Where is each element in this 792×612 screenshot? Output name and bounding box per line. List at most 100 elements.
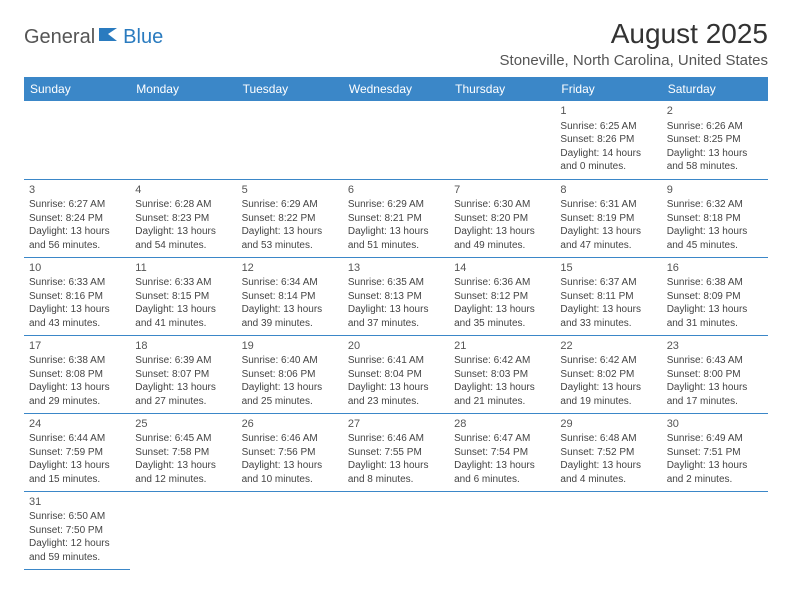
day-detail: and 0 minutes. bbox=[560, 160, 656, 174]
day-number: 18 bbox=[135, 339, 231, 354]
day-detail: Sunrise: 6:47 AM bbox=[454, 432, 550, 446]
day-detail: Daylight: 13 hours bbox=[560, 303, 656, 317]
day-detail: and 49 minutes. bbox=[454, 239, 550, 253]
calendar-cell: 27Sunrise: 6:46 AMSunset: 7:55 PMDayligh… bbox=[343, 413, 449, 491]
day-detail: Sunrise: 6:45 AM bbox=[135, 432, 231, 446]
calendar-cell: 4Sunrise: 6:28 AMSunset: 8:23 PMDaylight… bbox=[130, 179, 236, 257]
day-detail: Sunrise: 6:48 AM bbox=[560, 432, 656, 446]
day-detail: Daylight: 13 hours bbox=[454, 381, 550, 395]
day-detail: Sunset: 8:23 PM bbox=[135, 212, 231, 226]
day-detail: Sunrise: 6:42 AM bbox=[454, 354, 550, 368]
day-detail: Daylight: 13 hours bbox=[242, 303, 338, 317]
calendar-cell: 24Sunrise: 6:44 AMSunset: 7:59 PMDayligh… bbox=[24, 413, 130, 491]
day-detail: Sunrise: 6:31 AM bbox=[560, 198, 656, 212]
day-detail: and 19 minutes. bbox=[560, 395, 656, 409]
day-detail: Sunset: 8:04 PM bbox=[348, 368, 444, 382]
calendar-cell-empty bbox=[24, 101, 130, 179]
day-detail: Sunrise: 6:36 AM bbox=[454, 276, 550, 290]
calendar-cell-empty bbox=[130, 101, 236, 179]
calendar-cell: 14Sunrise: 6:36 AMSunset: 8:12 PMDayligh… bbox=[449, 257, 555, 335]
day-detail: and 39 minutes. bbox=[242, 317, 338, 331]
day-detail: Sunrise: 6:34 AM bbox=[242, 276, 338, 290]
day-detail: Sunset: 7:58 PM bbox=[135, 446, 231, 460]
day-detail: Sunset: 8:20 PM bbox=[454, 212, 550, 226]
calendar-cell: 17Sunrise: 6:38 AMSunset: 8:08 PMDayligh… bbox=[24, 335, 130, 413]
day-detail: Daylight: 13 hours bbox=[454, 225, 550, 239]
day-detail: Sunrise: 6:29 AM bbox=[348, 198, 444, 212]
calendar-cell: 6Sunrise: 6:29 AMSunset: 8:21 PMDaylight… bbox=[343, 179, 449, 257]
day-number: 16 bbox=[667, 261, 763, 276]
calendar-cell-empty bbox=[343, 491, 449, 569]
day-number: 14 bbox=[454, 261, 550, 276]
day-detail: Daylight: 13 hours bbox=[667, 303, 763, 317]
day-detail: Daylight: 13 hours bbox=[348, 225, 444, 239]
calendar-cell-empty bbox=[130, 491, 236, 569]
day-detail: Daylight: 13 hours bbox=[135, 459, 231, 473]
day-number: 9 bbox=[667, 183, 763, 198]
calendar-cell: 13Sunrise: 6:35 AMSunset: 8:13 PMDayligh… bbox=[343, 257, 449, 335]
day-detail: Sunset: 7:55 PM bbox=[348, 446, 444, 460]
calendar-row: 10Sunrise: 6:33 AMSunset: 8:16 PMDayligh… bbox=[24, 257, 768, 335]
day-number: 5 bbox=[242, 183, 338, 198]
day-detail: and 54 minutes. bbox=[135, 239, 231, 253]
day-detail: Sunrise: 6:40 AM bbox=[242, 354, 338, 368]
calendar-row: 17Sunrise: 6:38 AMSunset: 8:08 PMDayligh… bbox=[24, 335, 768, 413]
calendar-cell-empty bbox=[343, 101, 449, 179]
calendar-cell: 15Sunrise: 6:37 AMSunset: 8:11 PMDayligh… bbox=[555, 257, 661, 335]
calendar-row: 3Sunrise: 6:27 AMSunset: 8:24 PMDaylight… bbox=[24, 179, 768, 257]
calendar-cell-empty bbox=[555, 491, 661, 569]
calendar-body: 1Sunrise: 6:25 AMSunset: 8:26 PMDaylight… bbox=[24, 101, 768, 569]
day-detail: Sunset: 8:00 PM bbox=[667, 368, 763, 382]
logo-word1: General bbox=[24, 26, 95, 49]
day-detail: Daylight: 13 hours bbox=[454, 303, 550, 317]
day-detail: Daylight: 13 hours bbox=[242, 225, 338, 239]
day-detail: Sunrise: 6:37 AM bbox=[560, 276, 656, 290]
day-detail: and 21 minutes. bbox=[454, 395, 550, 409]
day-detail: Daylight: 13 hours bbox=[29, 381, 125, 395]
day-detail: and 2 minutes. bbox=[667, 473, 763, 487]
calendar-cell: 5Sunrise: 6:29 AMSunset: 8:22 PMDaylight… bbox=[237, 179, 343, 257]
day-number: 11 bbox=[135, 261, 231, 276]
day-number: 12 bbox=[242, 261, 338, 276]
day-detail: Sunset: 8:16 PM bbox=[29, 290, 125, 304]
day-detail: Sunset: 8:13 PM bbox=[348, 290, 444, 304]
calendar-cell: 2Sunrise: 6:26 AMSunset: 8:25 PMDaylight… bbox=[662, 101, 768, 179]
day-detail: and 43 minutes. bbox=[29, 317, 125, 331]
calendar-cell: 21Sunrise: 6:42 AMSunset: 8:03 PMDayligh… bbox=[449, 335, 555, 413]
day-detail: Daylight: 13 hours bbox=[560, 459, 656, 473]
day-detail: and 10 minutes. bbox=[242, 473, 338, 487]
flag-icon bbox=[99, 27, 121, 48]
day-detail: and 23 minutes. bbox=[348, 395, 444, 409]
day-detail: Sunset: 8:07 PM bbox=[135, 368, 231, 382]
day-number: 23 bbox=[667, 339, 763, 354]
day-detail: and 59 minutes. bbox=[29, 551, 125, 565]
day-detail: Sunset: 8:03 PM bbox=[454, 368, 550, 382]
day-detail: Sunset: 8:25 PM bbox=[667, 133, 763, 147]
day-detail: and 47 minutes. bbox=[560, 239, 656, 253]
calendar-cell: 29Sunrise: 6:48 AMSunset: 7:52 PMDayligh… bbox=[555, 413, 661, 491]
day-detail: Daylight: 13 hours bbox=[667, 225, 763, 239]
calendar-cell: 20Sunrise: 6:41 AMSunset: 8:04 PMDayligh… bbox=[343, 335, 449, 413]
day-number: 1 bbox=[560, 104, 656, 119]
calendar-cell-empty bbox=[449, 101, 555, 179]
day-detail: Sunset: 8:06 PM bbox=[242, 368, 338, 382]
day-detail: and 29 minutes. bbox=[29, 395, 125, 409]
header-right: August 2025 Stoneville, North Carolina, … bbox=[500, 18, 768, 69]
day-number: 6 bbox=[348, 183, 444, 198]
col-header: Friday bbox=[555, 77, 661, 101]
day-detail: Daylight: 13 hours bbox=[242, 381, 338, 395]
day-detail: Sunset: 8:02 PM bbox=[560, 368, 656, 382]
day-detail: Sunset: 8:18 PM bbox=[667, 212, 763, 226]
day-detail: Sunrise: 6:46 AM bbox=[242, 432, 338, 446]
day-detail: Sunrise: 6:27 AM bbox=[29, 198, 125, 212]
day-detail: Daylight: 13 hours bbox=[348, 303, 444, 317]
day-detail: Sunrise: 6:46 AM bbox=[348, 432, 444, 446]
day-detail: Sunrise: 6:30 AM bbox=[454, 198, 550, 212]
day-detail: Daylight: 12 hours bbox=[29, 537, 125, 551]
calendar-table: SundayMondayTuesdayWednesdayThursdayFrid… bbox=[24, 77, 768, 570]
day-detail: Sunset: 8:19 PM bbox=[560, 212, 656, 226]
day-detail: Sunset: 8:22 PM bbox=[242, 212, 338, 226]
day-detail: and 56 minutes. bbox=[29, 239, 125, 253]
calendar-cell: 12Sunrise: 6:34 AMSunset: 8:14 PMDayligh… bbox=[237, 257, 343, 335]
day-detail: Sunrise: 6:32 AM bbox=[667, 198, 763, 212]
